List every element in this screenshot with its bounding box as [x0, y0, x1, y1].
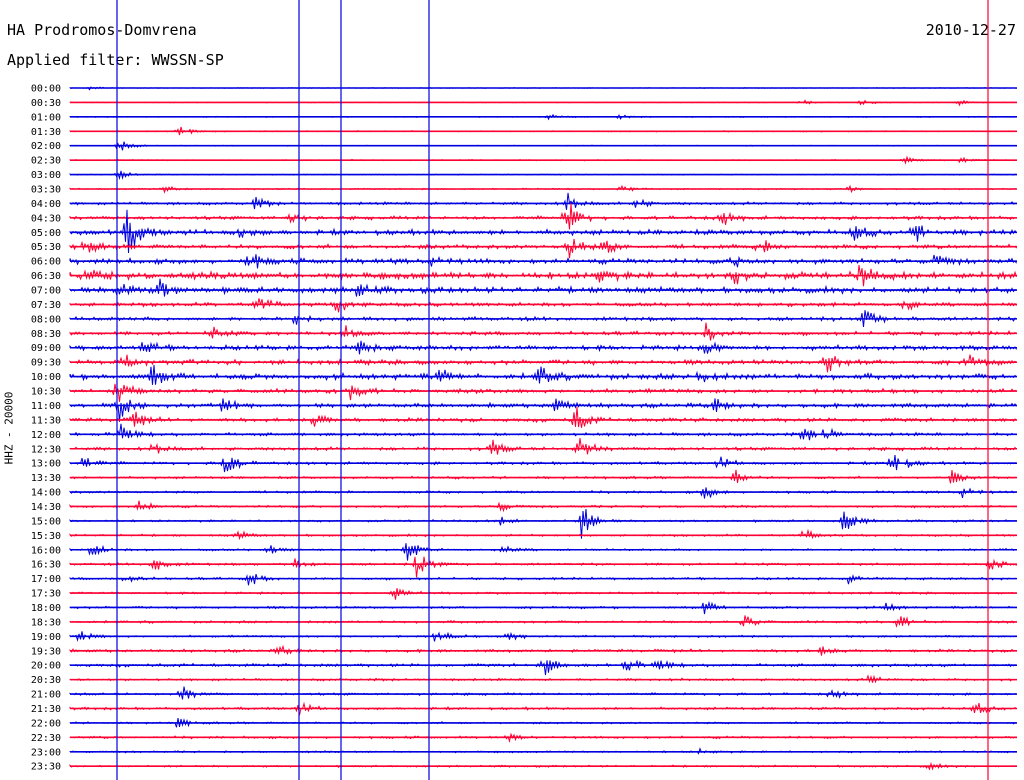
time-label: 00:30	[31, 98, 61, 109]
trace-row	[69, 487, 1017, 499]
time-label: 22:00	[31, 718, 61, 729]
trace-row	[69, 192, 1017, 210]
time-label: 02:00	[31, 141, 61, 152]
trace-row	[69, 423, 1017, 441]
time-label: 07:00	[31, 286, 61, 297]
trace-row	[69, 615, 1017, 628]
trace-row	[69, 500, 1017, 513]
trace-row	[69, 588, 1017, 600]
time-label: 18:00	[31, 603, 61, 614]
time-label: 03:00	[31, 170, 61, 181]
time-label: 17:00	[31, 574, 61, 585]
trace-row	[69, 298, 1017, 313]
time-label: 04:00	[31, 199, 61, 210]
time-label: 03:30	[31, 185, 61, 196]
trace-row	[69, 364, 1017, 385]
time-label: 04:30	[31, 213, 61, 224]
time-label: 08:00	[31, 314, 61, 325]
station-title: HA Prodromos-Domvrena	[7, 21, 197, 39]
time-label: 16:30	[31, 560, 61, 571]
time-label: 14:00	[31, 488, 61, 499]
time-label: 11:30	[31, 415, 61, 426]
time-label: 21:00	[31, 690, 61, 701]
trace-row	[69, 573, 1017, 586]
time-label: 11:00	[31, 401, 61, 412]
trace-row	[69, 406, 1017, 428]
time-label: 10:30	[31, 387, 61, 398]
trace-row	[69, 238, 1017, 259]
trace-row	[69, 686, 1017, 700]
trace-row	[69, 509, 1017, 539]
time-label: 07:30	[31, 300, 61, 311]
time-label: 18:30	[31, 617, 61, 628]
trace-row	[69, 543, 1017, 561]
time-label: 01:00	[31, 112, 61, 123]
trace-row	[69, 556, 1017, 578]
filter-label: Applied filter: WWSSN-SP	[7, 51, 224, 69]
time-label: 05:00	[31, 228, 61, 239]
trace-row	[69, 659, 1017, 676]
trace-row	[69, 322, 1017, 341]
spike-lines	[116, 0, 989, 780]
trace-group	[69, 86, 1017, 771]
time-label: 17:30	[31, 589, 61, 600]
time-label: 01:30	[31, 127, 61, 138]
time-label: 21:30	[31, 704, 61, 715]
time-label: 09:30	[31, 358, 61, 369]
trace-row	[69, 600, 1017, 615]
time-label: 10:00	[31, 372, 61, 383]
time-label: 23:30	[31, 762, 61, 773]
time-label: 19:30	[31, 646, 61, 657]
trace-row	[69, 383, 1017, 402]
time-label: 20:00	[31, 661, 61, 672]
time-label: 14:30	[31, 502, 61, 513]
time-label: 09:00	[31, 343, 61, 354]
time-label: 02:30	[31, 156, 61, 167]
time-label: 06:00	[31, 257, 61, 268]
date-label: 2010-12-27	[925, 21, 1016, 39]
time-label-group: 00:00 00:30 01:00 01:30 02:00 02:30 03:00 03:30…	[31, 84, 61, 773]
time-label: 13:30	[31, 473, 61, 484]
time-label: 12:30	[31, 444, 61, 455]
time-label: 15:00	[31, 516, 61, 527]
time-label: 13:00	[31, 459, 61, 470]
time-label: 23:00	[31, 747, 61, 758]
trace-row	[69, 398, 1017, 422]
time-label: 16:00	[31, 545, 61, 556]
time-label: 15:30	[31, 531, 61, 542]
trace-row	[69, 469, 1017, 484]
trace-row	[69, 438, 1017, 455]
time-label: 20:30	[31, 675, 61, 686]
trace-row	[69, 278, 1017, 297]
time-label: 12:00	[31, 430, 61, 441]
time-label: 08:30	[31, 329, 61, 340]
time-label: 22:30	[31, 733, 61, 744]
time-label: 00:00	[31, 84, 61, 95]
time-label: 06:30	[31, 271, 61, 282]
time-label: 05:30	[31, 242, 61, 253]
time-label: 19:00	[31, 632, 61, 643]
trace-row	[69, 203, 1017, 230]
